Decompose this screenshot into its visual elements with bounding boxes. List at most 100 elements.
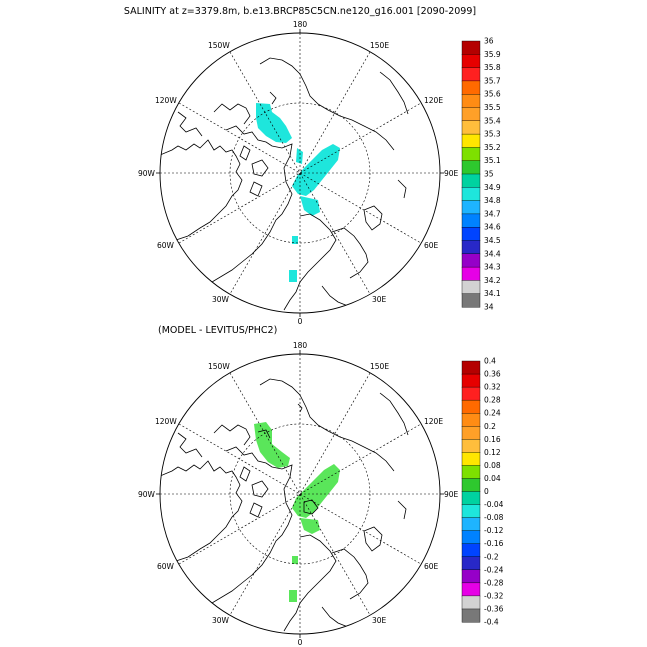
bottom-polar-map: 180 150E 120E 90E 60E 30E 0 30W 60W 90W … (138, 341, 459, 647)
bottom-colorbar-swatch (461, 543, 481, 558)
bottom-colorbar-label: 0.16 (484, 435, 501, 444)
bottom-colorbar-label: 0.32 (484, 383, 501, 392)
lon-60w-label: 60W (157, 241, 175, 250)
lon-120e-label: 120E (424, 96, 443, 105)
bottom-colorbar-swatch (461, 373, 481, 388)
bottom-colorbar-label: -0.12 (484, 526, 504, 535)
bottom-colorbar-swatch (461, 452, 481, 466)
top-colorbar-swatch (461, 80, 481, 95)
lon-180-label: 180 (293, 341, 308, 350)
top-polar-map: 180 150E 120E 90E 60E 30E 0 30W 60W 90W … (138, 20, 459, 326)
coastlines (160, 57, 409, 311)
bottom-colorbar-label: -0.28 (484, 578, 504, 587)
bottom-colorbar-label: -0.2 (484, 552, 499, 561)
top-colorbar-swatch (461, 133, 481, 148)
bottom-colorbar-swatch (461, 556, 481, 571)
top-colorbar-label: 34.6 (484, 223, 501, 232)
longitude-ticks (156, 29, 444, 317)
bottom-colorbar-swatch (461, 504, 481, 519)
bottom-colorbar-label: 0.36 (484, 370, 501, 379)
bottom-colorbar-label: 0.28 (484, 396, 501, 405)
top-colorbar-swatch (461, 120, 481, 135)
bottom-colorbar-label: -0.24 (484, 565, 504, 574)
top-colorbar-swatch (461, 226, 481, 241)
top-colorbar-swatch (461, 240, 481, 255)
bottom-colorbar-label: 0.4 (484, 357, 496, 366)
top-colorbar-label: 34.7 (484, 209, 501, 218)
bottom-colorbar-swatch (461, 608, 481, 623)
lon-90e-label: 90E (444, 169, 459, 178)
bottom-colorbar-swatch (461, 426, 481, 440)
bottom-colorbar-label: 0 (484, 487, 489, 496)
top-colorbar-label: 35 (484, 170, 494, 179)
lon-150w-label: 150W (208, 41, 230, 50)
top-colorbar-label: 35.9 (484, 50, 501, 59)
bottom-colorbar-label: -0.36 (484, 604, 504, 613)
lon-120e-label: 120E (424, 417, 443, 426)
top-colorbar-label: 34 (484, 303, 494, 312)
top-colorbar-label: 35.5 (484, 103, 501, 112)
top-colorbar-swatch (461, 253, 481, 268)
lon-90w-label: 90W (138, 490, 156, 499)
bottom-colorbar-swatch (461, 386, 481, 401)
top-colorbar-label: 34.2 (484, 276, 501, 285)
top-colorbar-label: 34.3 (484, 263, 501, 272)
top-colorbar-swatch (461, 107, 481, 122)
bottom-colorbar-label: -0.04 (484, 500, 504, 509)
top-colorbar-label: 34.9 (484, 183, 501, 192)
top-colorbar-label: 35.1 (484, 156, 501, 165)
lon-0-label: 0 (298, 317, 303, 326)
top-colorbar-label: 35.8 (484, 63, 501, 72)
bottom-colorbar-label: 0.24 (484, 409, 501, 418)
lon-60e-label: 60E (424, 241, 439, 250)
salinity-shading (256, 103, 340, 282)
top-colorbar-swatch (461, 173, 481, 188)
top-colorbar-label: 35.7 (484, 76, 501, 85)
lon-180-label: 180 (293, 20, 308, 29)
top-colorbar-swatch (461, 266, 481, 281)
top-colorbar-label: 34.4 (484, 249, 501, 258)
top-colorbar-swatch (461, 40, 481, 55)
graticule (160, 354, 440, 634)
plot-title: SALINITY at z=3379.8m, b.e13.BRCP85C5CN.… (124, 6, 476, 17)
bottom-colorbar-label: 0.08 (484, 461, 501, 470)
top-colorbar-label: 34.5 (484, 236, 501, 245)
top-colorbar-swatch (461, 187, 481, 202)
longitude-labels: 180 150E 120E 90E 60E 30E 0 30W 60W 90W … (138, 20, 459, 326)
top-colorbar-swatch (461, 160, 481, 175)
top-colorbar-swatch (461, 54, 481, 69)
top-colorbar: 36 35.9 35.8 35.7 35.6 35.5 35.4 35.3 35.2 35.1 35… (461, 37, 501, 312)
lon-150e-label: 150E (370, 41, 389, 50)
top-colorbar-swatch (461, 147, 481, 162)
bottom-colorbar-label: 0.2 (484, 422, 496, 431)
lon-0-label: 0 (298, 638, 303, 647)
bottom-colorbar-swatch (461, 439, 481, 453)
bottom-colorbar-swatch (461, 530, 481, 545)
bottom-colorbar-label: 0.12 (484, 448, 501, 457)
top-colorbar-label: 36 (484, 37, 494, 46)
top-colorbar-label: 35.6 (484, 90, 501, 99)
bottom-colorbar-label: 0.04 (484, 474, 501, 483)
top-colorbar-swatch (461, 67, 481, 82)
top-colorbar-swatch (461, 93, 481, 108)
lon-30w-label: 30W (212, 295, 230, 304)
top-colorbar-label: 35.3 (484, 130, 501, 139)
lon-90e-label: 90E (444, 490, 459, 499)
lon-60w-label: 60W (157, 562, 175, 571)
lon-120w-label: 120W (155, 96, 177, 105)
top-colorbar-swatch (461, 280, 481, 295)
lon-30w-label: 30W (212, 616, 230, 625)
longitude-labels: 180 150E 120E 90E 60E 30E 0 30W 60W 90W … (138, 341, 459, 647)
bottom-colorbar-label: -0.16 (484, 539, 504, 548)
bottom-colorbar-label: -0.08 (484, 513, 504, 522)
bottom-colorbar-swatch (461, 413, 481, 427)
bottom-colorbar-label: -0.4 (484, 618, 499, 627)
top-colorbar-label: 35.2 (484, 143, 501, 152)
lon-90w-label: 90W (138, 169, 156, 178)
top-colorbar-label: 35.4 (484, 116, 501, 125)
top-colorbar-swatch (461, 213, 481, 228)
bottom-colorbar-swatch (461, 360, 481, 375)
bottom-colorbar-swatch (461, 478, 481, 493)
top-colorbar-label: 34.1 (484, 289, 501, 298)
